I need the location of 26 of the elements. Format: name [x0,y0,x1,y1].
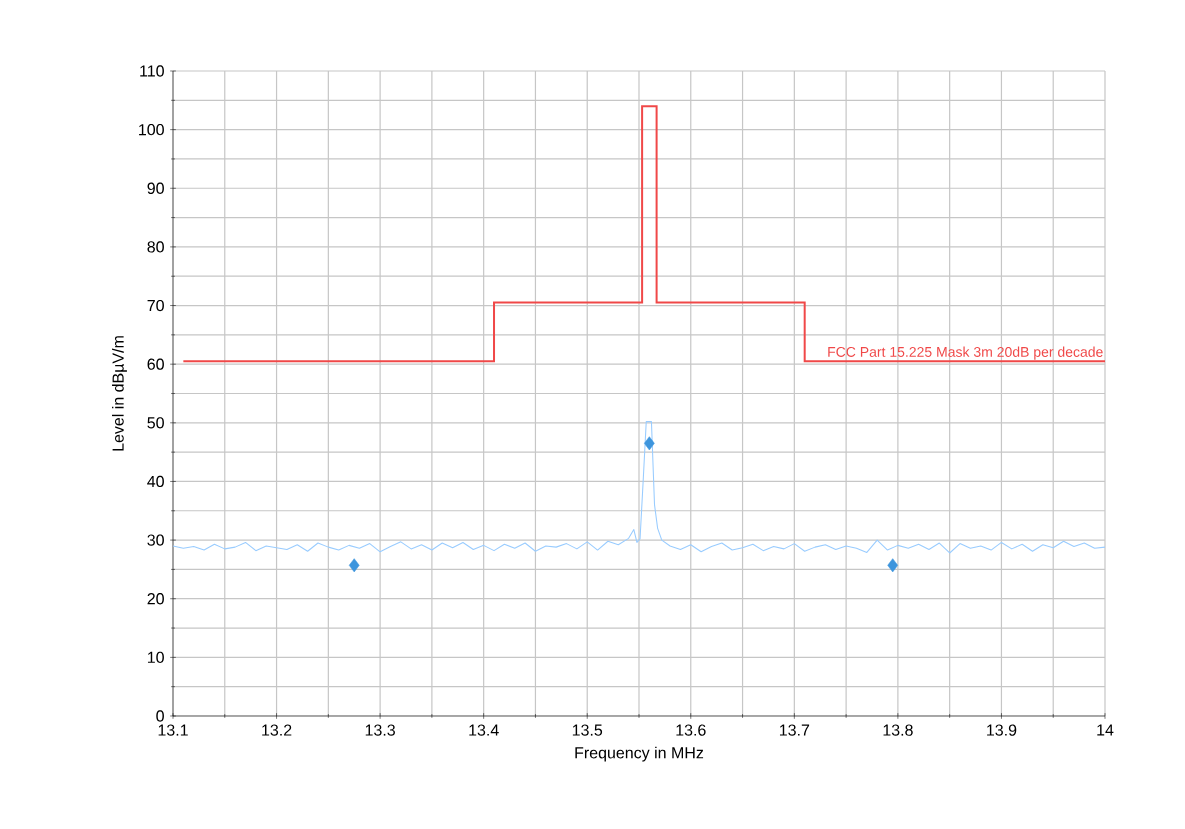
x-tick-label: 13.3 [365,724,395,736]
y-tick-label: 110 [140,65,164,77]
x-tick-label: 13.4 [469,724,499,736]
y-tick-label: 40 [147,475,164,488]
y-tick-label: 100 [139,123,164,136]
y-tick-label: 30 [147,534,164,546]
y-tick-label: 10 [147,651,164,664]
x-tick-label: 13.8 [883,724,913,736]
x-tick-label: 13.1 [158,724,188,736]
y-tick-label: 60 [147,358,164,370]
x-tick-label: 13.9 [987,724,1017,736]
y-tick-label: 80 [147,241,164,253]
x-axis-title: Frequency in MHz [575,746,704,762]
y-tick-label: 50 [147,417,164,429]
x-tick-label: 13.5 [572,724,603,736]
y-tick-label: 90 [147,182,164,194]
y-tick-label: 70 [147,299,164,312]
y-axis-title: Level in dBµV/m [112,336,127,451]
y-tick-label: 0 [156,710,164,722]
x-tick-label: 13.7 [779,724,810,736]
x-tick-label: 13.2 [262,724,292,736]
series-label: FCC Part 15.225 Mask 3m 20dB per decade [828,346,1103,360]
x-tick-label: 13.6 [676,724,706,736]
y-tick-label: 20 [147,593,164,605]
x-tick-label: 14 [1097,724,1114,736]
line-series [172,421,1106,554]
